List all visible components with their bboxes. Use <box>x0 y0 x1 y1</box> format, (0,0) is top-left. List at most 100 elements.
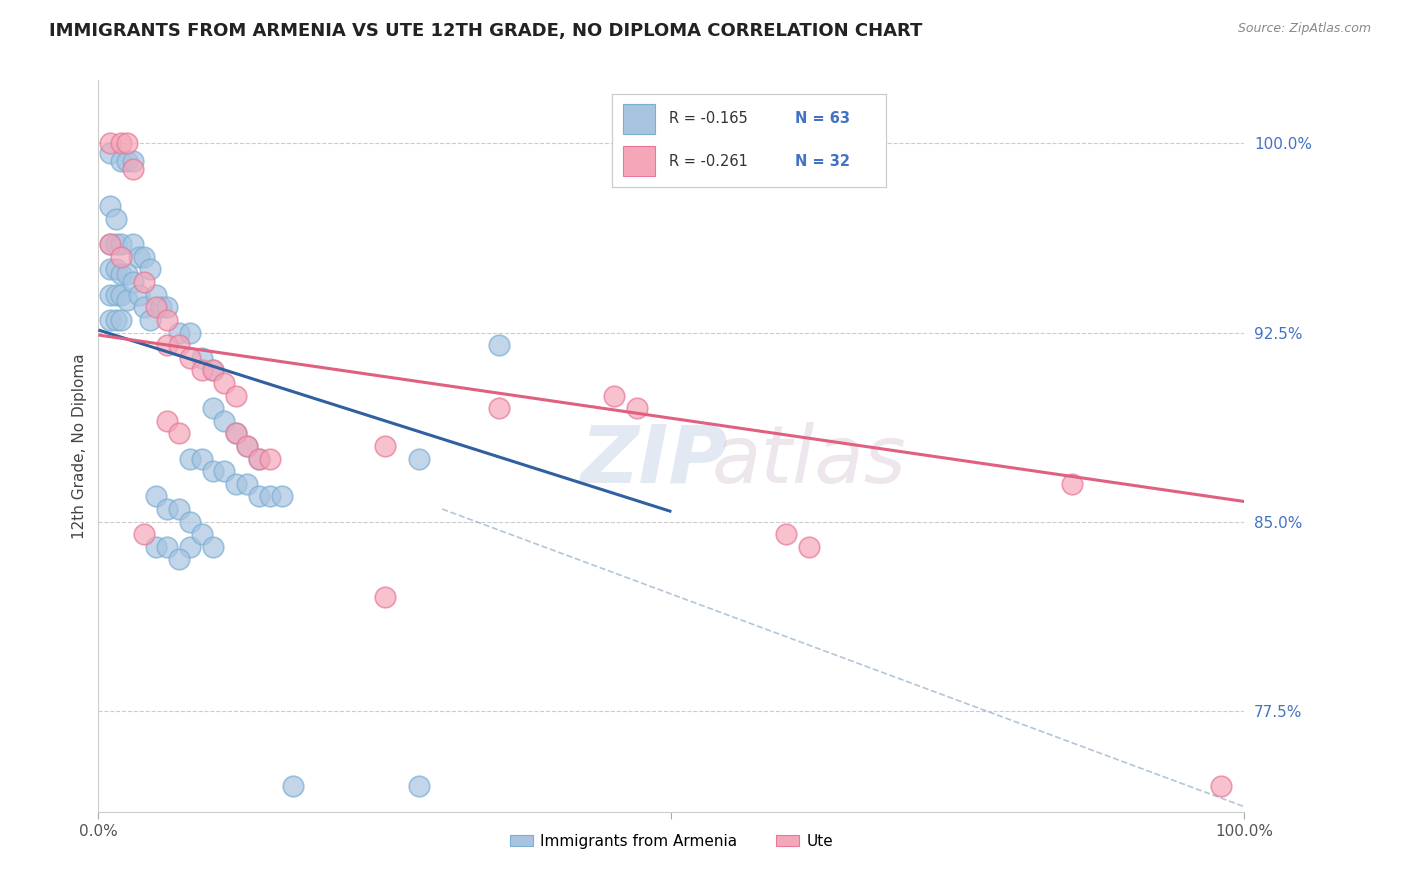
Point <box>139 313 162 327</box>
Point <box>98 262 121 277</box>
Point <box>179 351 201 365</box>
Point <box>167 426 190 441</box>
Point <box>408 451 430 466</box>
Point <box>236 476 259 491</box>
Point <box>104 212 127 227</box>
Point <box>156 338 179 352</box>
Point <box>374 591 396 605</box>
Point <box>190 351 212 365</box>
Point <box>225 426 247 441</box>
Y-axis label: 12th Grade, No Diploma: 12th Grade, No Diploma <box>72 353 87 539</box>
Text: R = -0.165: R = -0.165 <box>669 112 748 127</box>
Point <box>110 136 132 151</box>
Point <box>202 363 225 377</box>
Point <box>179 515 201 529</box>
Text: N = 32: N = 32 <box>796 153 851 169</box>
Point <box>145 540 167 554</box>
Legend: Immigrants from Armenia, Ute: Immigrants from Armenia, Ute <box>503 828 839 855</box>
Point <box>603 388 626 402</box>
Point <box>259 490 281 504</box>
Point <box>98 287 121 301</box>
Point <box>110 153 132 168</box>
Point <box>98 146 121 161</box>
Text: R = -0.261: R = -0.261 <box>669 153 748 169</box>
Point <box>121 237 143 252</box>
Point <box>139 262 162 277</box>
Point <box>167 326 190 340</box>
Point <box>98 237 121 252</box>
Point <box>236 439 259 453</box>
Point <box>98 136 121 151</box>
Point <box>408 780 430 794</box>
Point <box>115 136 138 151</box>
Point <box>179 326 201 340</box>
Point <box>104 237 127 252</box>
FancyBboxPatch shape <box>623 104 655 134</box>
Point <box>775 527 797 541</box>
Point <box>110 237 132 252</box>
Point <box>145 300 167 314</box>
Point <box>104 287 127 301</box>
Point <box>156 502 179 516</box>
Point <box>167 502 190 516</box>
Point <box>98 237 121 252</box>
Point <box>488 401 510 416</box>
Point <box>797 540 820 554</box>
Point <box>179 451 201 466</box>
Point <box>225 476 247 491</box>
Point <box>167 552 190 566</box>
Point <box>121 153 143 168</box>
Point <box>156 540 179 554</box>
Point <box>121 161 143 176</box>
Point <box>156 300 179 314</box>
Point <box>145 287 167 301</box>
Point <box>374 439 396 453</box>
Point <box>150 300 173 314</box>
Point <box>626 401 648 416</box>
Text: IMMIGRANTS FROM ARMENIA VS UTE 12TH GRADE, NO DIPLOMA CORRELATION CHART: IMMIGRANTS FROM ARMENIA VS UTE 12TH GRAD… <box>49 22 922 40</box>
Point <box>110 268 132 282</box>
Point <box>247 451 270 466</box>
Point <box>202 464 225 478</box>
Point <box>190 363 212 377</box>
Point <box>104 313 127 327</box>
Point <box>115 293 138 307</box>
Point <box>259 451 281 466</box>
Point <box>98 313 121 327</box>
Point <box>115 153 138 168</box>
Point <box>190 527 212 541</box>
Point <box>214 376 236 390</box>
Point <box>214 414 236 428</box>
Point <box>488 338 510 352</box>
Point <box>247 451 270 466</box>
Point <box>134 275 156 289</box>
Point <box>179 540 201 554</box>
Point <box>134 300 156 314</box>
Point <box>156 313 179 327</box>
Point <box>225 426 247 441</box>
Point <box>128 287 150 301</box>
Point <box>145 490 167 504</box>
Point <box>236 439 259 453</box>
Point <box>202 363 225 377</box>
Point <box>202 401 225 416</box>
Point <box>1211 780 1233 794</box>
FancyBboxPatch shape <box>623 146 655 176</box>
Text: atlas: atlas <box>711 422 907 500</box>
Point <box>110 287 132 301</box>
Point <box>98 199 121 213</box>
Point <box>167 338 190 352</box>
Point <box>110 250 132 264</box>
Point <box>270 490 292 504</box>
Point <box>225 388 247 402</box>
Point <box>214 464 236 478</box>
Text: Source: ZipAtlas.com: Source: ZipAtlas.com <box>1237 22 1371 36</box>
Point <box>156 414 179 428</box>
Point <box>128 250 150 264</box>
Point <box>104 262 127 277</box>
Point <box>115 268 138 282</box>
Point <box>1062 476 1084 491</box>
Point <box>190 451 212 466</box>
Text: N = 63: N = 63 <box>796 112 851 127</box>
Point <box>247 490 270 504</box>
